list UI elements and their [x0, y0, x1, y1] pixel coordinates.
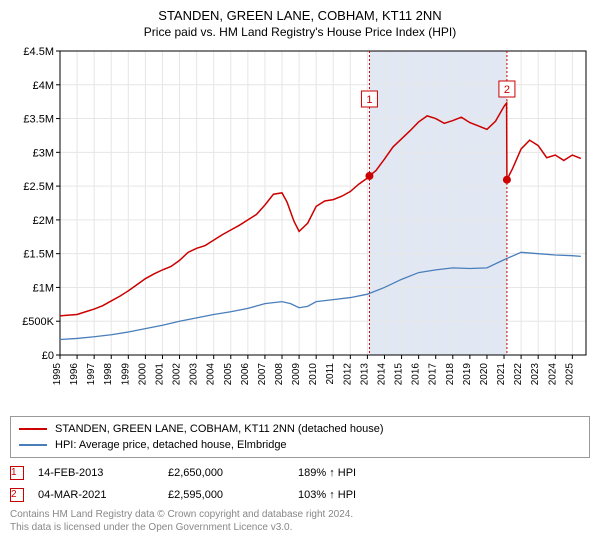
svg-text:2008: 2008: [274, 363, 285, 386]
svg-text:2010: 2010: [308, 363, 319, 386]
price-chart: £0 £500K £1M £1.5M £2M £2.5M £3M £3.5M £4M £4.5M 1…: [10, 45, 590, 410]
svg-text:£2M: £2M: [33, 215, 54, 227]
svg-text:2022: 2022: [513, 363, 524, 386]
svg-text:2024: 2024: [547, 363, 558, 386]
svg-text:£1M: £1M: [33, 282, 54, 294]
svg-text:2025: 2025: [564, 363, 575, 386]
legend-item: STANDEN, GREEN LANE, COBHAM, KT11 2NN (d…: [19, 421, 581, 437]
sale-pct: 103% ↑ HPI: [298, 489, 428, 501]
sale-price: £2,595,000: [168, 489, 298, 501]
svg-text:1: 1: [366, 94, 372, 106]
svg-text:2003: 2003: [189, 363, 200, 386]
svg-text:2023: 2023: [530, 363, 541, 386]
svg-text:2013: 2013: [359, 363, 370, 386]
svg-text:1997: 1997: [86, 363, 97, 386]
svg-text:2017: 2017: [428, 363, 439, 386]
svg-text:£1.5M: £1.5M: [23, 249, 54, 261]
svg-text:£3M: £3M: [33, 147, 54, 159]
svg-text:2020: 2020: [479, 363, 490, 386]
legend-swatch: [19, 428, 47, 430]
svg-text:£2.5M: £2.5M: [23, 181, 54, 193]
legend-swatch: [19, 444, 47, 446]
sale-date: 04-MAR-2021: [38, 489, 168, 501]
svg-text:£0: £0: [42, 350, 54, 362]
svg-text:2002: 2002: [172, 363, 183, 386]
svg-text:2016: 2016: [411, 363, 422, 386]
sale-price: £2,650,000: [168, 467, 298, 479]
svg-text:1995: 1995: [52, 363, 63, 386]
legend-label: STANDEN, GREEN LANE, COBHAM, KT11 2NN (d…: [55, 423, 383, 435]
footer-line-2: This data is licensed under the Open Gov…: [10, 522, 292, 533]
svg-text:2019: 2019: [462, 363, 473, 386]
svg-text:1999: 1999: [120, 363, 131, 386]
sale-pct: 189% ↑ HPI: [298, 467, 428, 479]
svg-text:£500K: £500K: [22, 316, 54, 328]
svg-text:£4.5M: £4.5M: [23, 46, 54, 58]
sale-date: 14-FEB-2013: [38, 467, 168, 479]
svg-text:£3.5M: £3.5M: [23, 114, 54, 126]
legend-item: HPI: Average price, detached house, Elmb…: [19, 437, 581, 453]
sale-marker-box: 2: [10, 488, 24, 502]
svg-text:2000: 2000: [137, 363, 148, 386]
legend-label: HPI: Average price, detached house, Elmb…: [55, 439, 287, 451]
svg-text:2021: 2021: [496, 363, 507, 386]
footer-text: Contains HM Land Registry data © Crown c…: [10, 508, 590, 534]
svg-text:2009: 2009: [291, 363, 302, 386]
svg-text:2014: 2014: [376, 363, 387, 386]
svg-text:1998: 1998: [103, 363, 114, 386]
svg-text:2006: 2006: [240, 363, 251, 386]
footer-line-1: Contains HM Land Registry data © Crown c…: [10, 509, 353, 520]
svg-text:2001: 2001: [154, 363, 165, 386]
svg-text:2015: 2015: [394, 363, 405, 386]
page-title: STANDEN, GREEN LANE, COBHAM, KT11 2NN: [10, 8, 590, 23]
svg-text:2: 2: [504, 84, 510, 96]
svg-text:2011: 2011: [325, 363, 336, 385]
svg-text:2012: 2012: [342, 363, 353, 386]
sale-row: 2 04-MAR-2021£2,595,000103% ↑ HPI: [10, 488, 590, 502]
svg-text:£4M: £4M: [33, 80, 54, 92]
page-subtitle: Price paid vs. HM Land Registry's House …: [10, 25, 590, 39]
svg-text:2005: 2005: [223, 363, 234, 386]
svg-text:1996: 1996: [69, 363, 80, 386]
svg-text:2004: 2004: [206, 363, 217, 386]
svg-text:2007: 2007: [257, 363, 268, 386]
chart-legend: STANDEN, GREEN LANE, COBHAM, KT11 2NN (d…: [10, 416, 590, 458]
svg-text:2018: 2018: [445, 363, 456, 386]
sale-row: 1 14-FEB-2013£2,650,000189% ↑ HPI: [10, 466, 590, 480]
sale-marker-box: 1: [10, 466, 24, 480]
